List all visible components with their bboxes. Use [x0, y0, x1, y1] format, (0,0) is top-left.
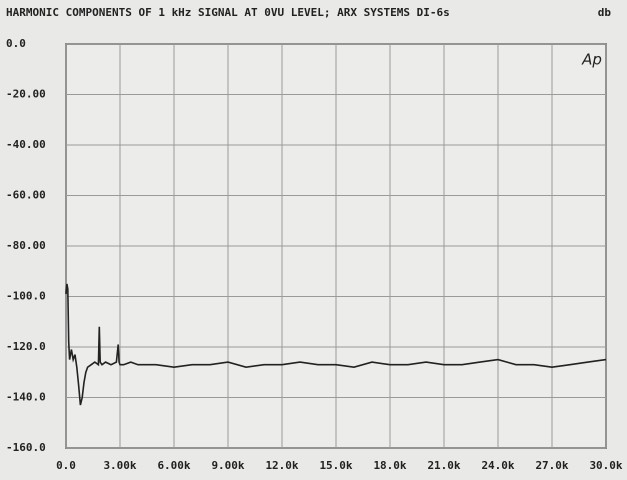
x-tick-label: 27.0k: [535, 459, 568, 472]
x-tick-label: 9.00k: [211, 459, 244, 472]
y-tick-label: -40.00: [6, 138, 46, 151]
y-tick-label: -60.00: [6, 189, 46, 202]
y-tick-label: 0.0: [6, 37, 26, 50]
y-tick-label: -20.00: [6, 88, 46, 101]
x-tick-label: 3.00k: [103, 459, 136, 472]
annotation: Ap: [581, 51, 602, 69]
chart-title: HARMONIC COMPONENTS OF 1 kHz SIGNAL AT 0…: [6, 6, 450, 19]
x-tick-label: 18.0k: [373, 459, 406, 472]
y-tick-label: -140.0: [6, 391, 46, 404]
x-tick-label: 6.00k: [157, 459, 190, 472]
x-tick-label: 21.0k: [427, 459, 460, 472]
x-tick-label: 15.0k: [319, 459, 352, 472]
y-tick-label: -120.0: [6, 340, 46, 353]
data-line: [65, 283, 607, 406]
x-tick-label: 12.0k: [265, 459, 298, 472]
x-tick-label: 0.0: [56, 459, 76, 472]
y-tick-label: -80.00: [6, 239, 46, 252]
x-tick-label: 30.0k: [589, 459, 622, 472]
y-tick-label: -160.0: [6, 441, 46, 454]
y-unit: db: [598, 6, 612, 19]
x-tick-label: 24.0k: [481, 459, 514, 472]
y-tick-label: -100.0: [6, 290, 46, 303]
